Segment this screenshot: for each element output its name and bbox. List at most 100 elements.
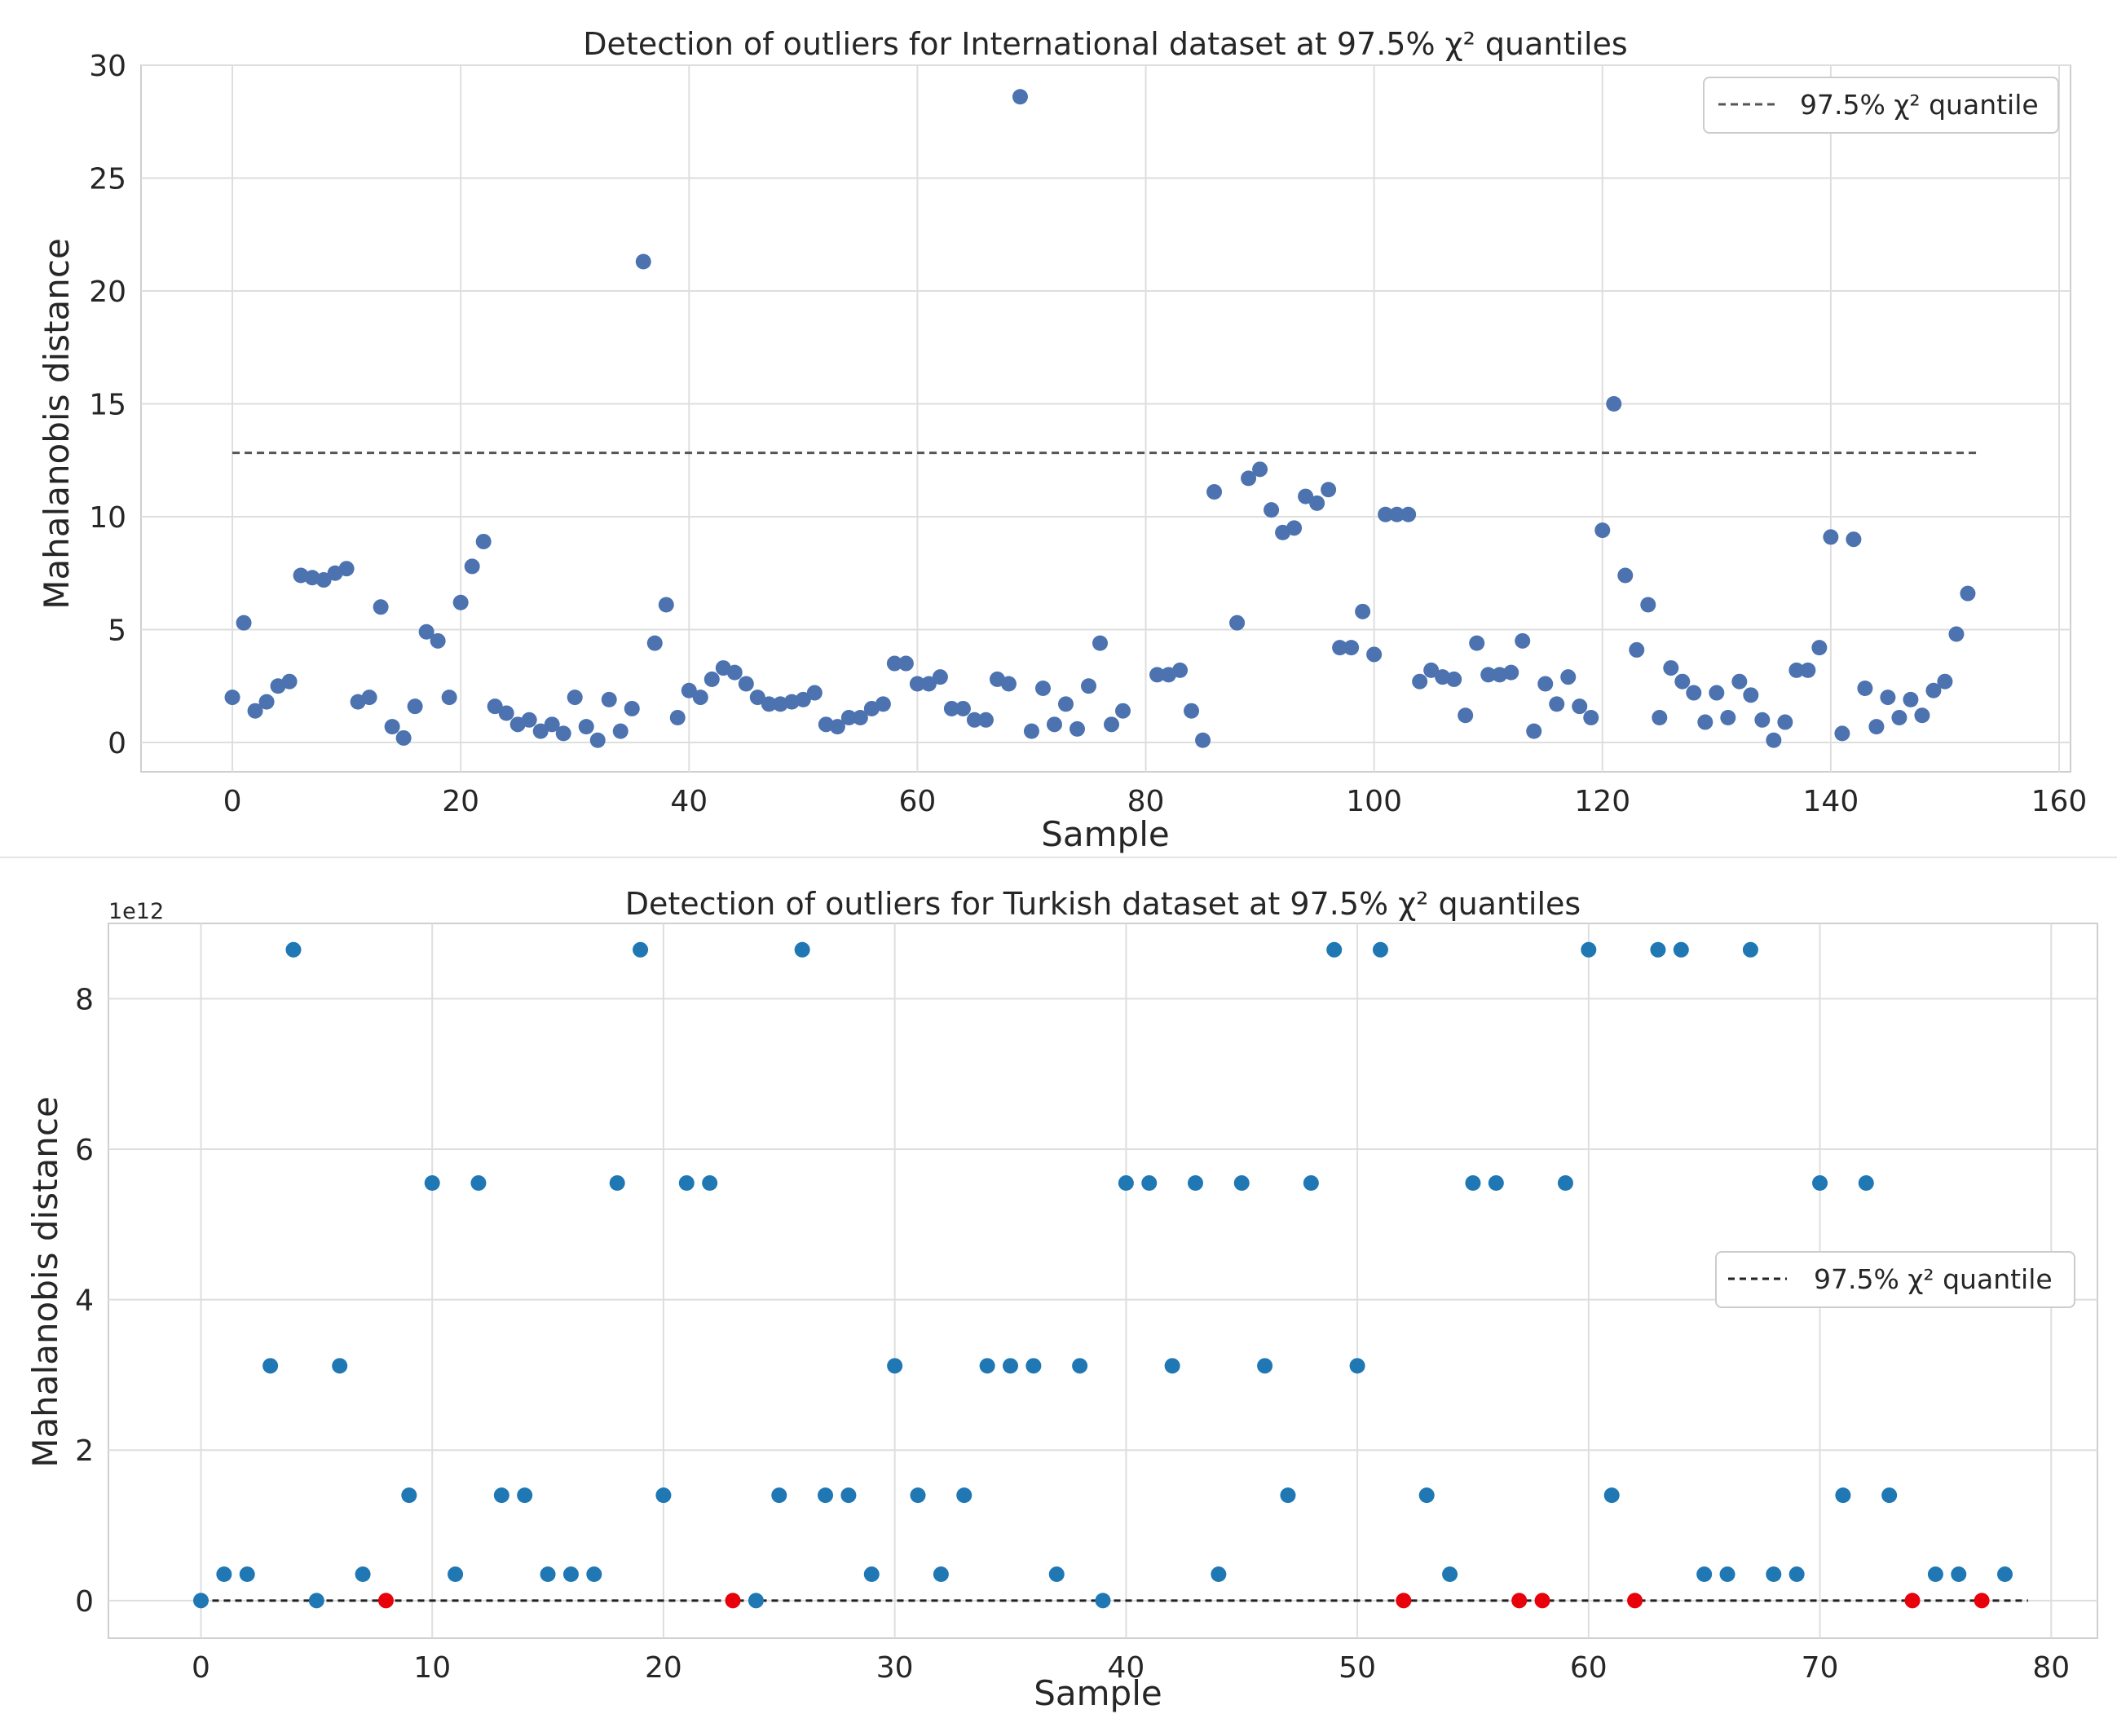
- international-data-point: [624, 700, 640, 716]
- international-data-point: [1080, 678, 1096, 694]
- international-data-point: [1355, 603, 1371, 619]
- turkish-x-tick-label: 50: [1339, 1651, 1376, 1685]
- international-data-point: [418, 623, 434, 640]
- turkish-data-point: [1442, 1566, 1458, 1583]
- turkish-data-point: [1072, 1358, 1088, 1374]
- turkish-data-point: [1164, 1358, 1180, 1374]
- international-data-point: [1412, 673, 1428, 690]
- turkish-data-point: [1951, 1566, 1967, 1583]
- turkish-data-point: [910, 1487, 926, 1504]
- international-data-point: [1823, 529, 1839, 545]
- international-data-point: [1709, 685, 1725, 701]
- international-data-point: [920, 676, 937, 692]
- turkish-data-point: [1742, 941, 1758, 958]
- turkish-y-tick-label: 0: [75, 1585, 94, 1619]
- turkish-outlier-point: [1511, 1593, 1528, 1609]
- turkish-data-point: [1766, 1566, 1782, 1583]
- international-data-point: [658, 597, 674, 613]
- international-data-point: [430, 632, 446, 649]
- turkish-outlier-point: [377, 1593, 394, 1609]
- international-data-point: [247, 703, 263, 719]
- turkish-data-point: [1650, 941, 1666, 958]
- international-data-point: [1366, 646, 1383, 663]
- turkish-data-point: [470, 1174, 487, 1191]
- turkish-data-point: [818, 1487, 834, 1504]
- turkish-data-point: [1719, 1566, 1735, 1583]
- turkish-data-point: [1858, 1174, 1874, 1191]
- international-x-tick-label: 120: [1574, 785, 1630, 818]
- turkish-data-point: [840, 1487, 857, 1504]
- international-data-point: [646, 635, 663, 651]
- turkish-data-point: [1881, 1487, 1898, 1504]
- turkish-legend-label: 97.5% χ² quantile: [1814, 1263, 2053, 1295]
- international-data-point: [1298, 488, 1314, 504]
- international-data-point: [1503, 664, 1519, 681]
- turkish-data-point: [332, 1358, 348, 1374]
- international-data-point: [1766, 732, 1782, 748]
- turkish-legend-box: [1715, 1251, 2075, 1308]
- international-data-point: [555, 725, 571, 742]
- turkish-data-point: [1603, 1487, 1620, 1504]
- international-x-tick-label: 0: [223, 785, 242, 818]
- turkish-data-point: [1997, 1566, 2013, 1583]
- international-data-point: [498, 705, 514, 721]
- international-data-point: [635, 253, 651, 270]
- turkish-data-point: [1488, 1174, 1504, 1191]
- turkish-data-point: [562, 1566, 579, 1583]
- turkish-data-point: [678, 1174, 695, 1191]
- international-data-point: [338, 561, 355, 577]
- turkish-x-axis-label: Sample: [1034, 1673, 1162, 1713]
- turkish-data-point: [1257, 1358, 1273, 1374]
- international-data-point: [1423, 662, 1440, 678]
- international-data-point: [521, 712, 537, 728]
- international-data-point: [726, 664, 743, 681]
- turkish-x-tick-label: 80: [2032, 1651, 2070, 1685]
- international-chart-title: Detection of outliers for International …: [583, 26, 1627, 62]
- international-data-point: [1515, 632, 1531, 649]
- international-data-point: [1788, 662, 1805, 678]
- turkish-y-tick-label: 8: [75, 983, 94, 1016]
- turkish-data-point: [1187, 1174, 1203, 1191]
- international-data-point: [1868, 719, 1885, 735]
- international-plot-area: [140, 64, 2071, 773]
- turkish-data-point: [979, 1358, 995, 1374]
- international-data-point: [1560, 669, 1577, 685]
- turkish-outlier-point: [1534, 1593, 1550, 1609]
- international-data-point: [601, 691, 617, 707]
- turkish-data-point: [771, 1487, 787, 1504]
- turkish-x-tick-label: 40: [1107, 1651, 1145, 1685]
- international-data-point: [1594, 522, 1611, 539]
- turkish-data-point: [1141, 1174, 1158, 1191]
- turkish-data-point: [1372, 941, 1388, 958]
- international-y-axis-label: Mahalanobis distance: [37, 238, 77, 610]
- international-data-point: [1206, 484, 1223, 500]
- turkish-data-point: [1211, 1566, 1227, 1583]
- international-x-tick-label: 160: [2031, 785, 2088, 818]
- international-data-point: [1264, 502, 1280, 518]
- international-data-point: [1914, 707, 1930, 724]
- international-data-point: [1549, 696, 1565, 712]
- international-data-point: [1663, 660, 1679, 676]
- international-data-point: [1252, 461, 1268, 478]
- international-x-tick-label: 80: [1127, 785, 1165, 818]
- international-data-point: [1526, 723, 1542, 739]
- turkish-x-tick-label: 20: [645, 1651, 682, 1685]
- international-data-point: [943, 700, 959, 716]
- international-data-point: [1720, 710, 1736, 726]
- international-data-point: [1309, 495, 1325, 511]
- international-data-point: [315, 572, 332, 588]
- international-data-point: [1937, 673, 1953, 690]
- international-data-point: [1731, 673, 1748, 690]
- turkish-data-point: [216, 1566, 232, 1583]
- turkish-data-point: [540, 1566, 556, 1583]
- international-data-point: [703, 671, 720, 687]
- international-y-tick-label: 10: [89, 501, 126, 535]
- turkish-data-point: [401, 1487, 417, 1504]
- international-data-point: [1925, 682, 1942, 698]
- turkish-data-point: [1465, 1174, 1481, 1191]
- international-data-point: [1389, 506, 1405, 522]
- international-data-point: [1034, 681, 1051, 697]
- international-data-point: [669, 710, 686, 726]
- international-data-point: [224, 690, 240, 706]
- international-data-point: [1069, 720, 1085, 737]
